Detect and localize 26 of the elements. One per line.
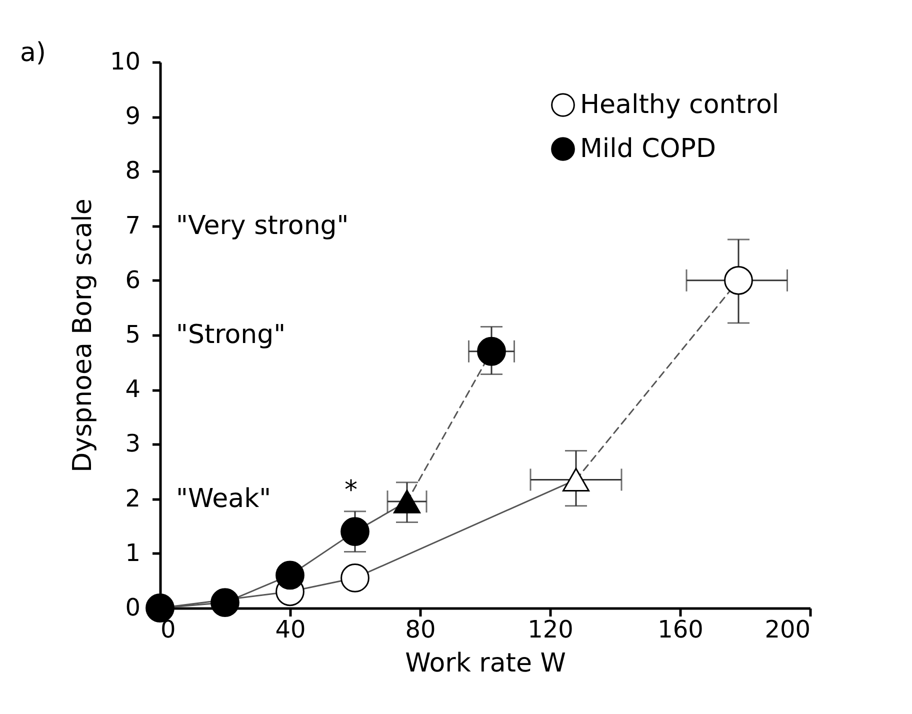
text: a) [20, 38, 46, 68]
legend-label: Healthy control [580, 90, 780, 120]
x-tick-label: 0 [160, 616, 176, 644]
y-tick-label: 8 [125, 156, 140, 185]
annotation: "Weak" [176, 484, 272, 514]
x-axis-title: Work rate W [405, 648, 566, 678]
annotation: * [344, 476, 358, 506]
y-tick-label: 3 [125, 430, 140, 458]
y-tick-label: 0 [125, 594, 140, 622]
y-tick-label: 5 [125, 320, 140, 348]
x-tick-label: 120 [528, 616, 574, 644]
y-tick-label: 4 [125, 375, 140, 404]
x-tick-label: 80 [405, 616, 436, 644]
y-tick-label: 9 [125, 102, 140, 130]
y-tick-label: 7 [125, 211, 140, 240]
x-tick-label: 160 [658, 616, 704, 644]
y-tick-label: 6 [125, 266, 140, 294]
x-tick-label: 40 [275, 616, 306, 644]
annotation: "Strong" [176, 320, 286, 350]
y-tick-label: 10 [110, 48, 140, 76]
y-tick-label: 1 [125, 538, 140, 567]
annotation: "Very strong" [176, 210, 349, 241]
y-axis-title: Dyspnoea Borg scale [68, 198, 98, 472]
x-tick-label: 200 [764, 616, 810, 644]
y-tick-label: 2 [125, 484, 140, 512]
legend-label: Mild COPD [580, 134, 716, 164]
